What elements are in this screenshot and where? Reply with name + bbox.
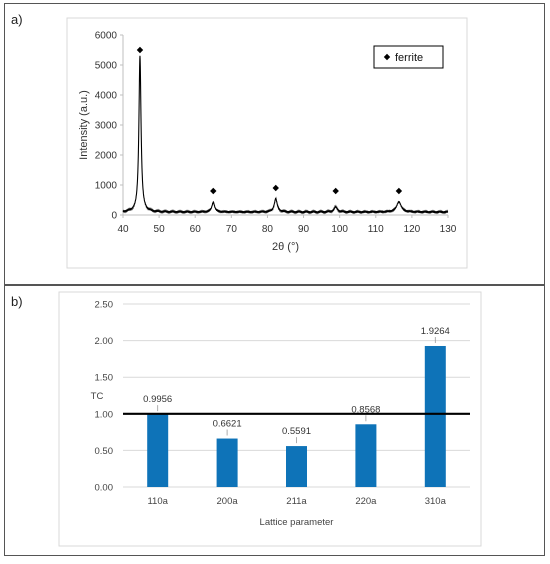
ferrite-marker bbox=[136, 46, 144, 54]
y-tick-label: 0.00 bbox=[95, 483, 114, 494]
y-tick-label: 2.50 bbox=[95, 300, 114, 311]
y-axis-title: TC bbox=[91, 391, 104, 402]
x-tick-label-110a: 110a bbox=[147, 496, 168, 507]
x-tick-label: 120 bbox=[404, 224, 421, 235]
x-tick-label: 90 bbox=[298, 224, 310, 235]
bar-310a bbox=[424, 345, 446, 487]
ferrite-marker bbox=[272, 184, 279, 192]
ferrite-marker bbox=[210, 187, 217, 195]
y-tick-label: 4000 bbox=[95, 91, 118, 102]
x-tick-label: 60 bbox=[190, 224, 202, 235]
bar-220a bbox=[355, 424, 377, 487]
data-label-200a: 0.6621 bbox=[213, 419, 242, 430]
y-tick-label: 3000 bbox=[95, 121, 118, 132]
data-label-220a: 0.8568 bbox=[351, 404, 380, 415]
x-tick-label: 80 bbox=[262, 224, 274, 235]
x-axis-title: Lattice parameter bbox=[260, 517, 334, 528]
bar-211a bbox=[286, 446, 307, 487]
x-tick-label-211a: 211a bbox=[286, 496, 307, 507]
x-tick-label-310a: 310a bbox=[425, 496, 447, 507]
y-tick-label: 5000 bbox=[95, 61, 118, 72]
y-tick-label: 1000 bbox=[95, 181, 118, 192]
data-label-310a: 1.9264 bbox=[421, 326, 450, 337]
y-axis-title: Intensity (a.u.) bbox=[78, 90, 90, 160]
bar-110a bbox=[147, 414, 169, 487]
y-tick-label: 1.00 bbox=[95, 409, 114, 420]
chart-b-frame bbox=[58, 291, 482, 547]
x-tick-label-200a: 200a bbox=[217, 496, 239, 507]
panel-a: a) 40 50 60 70 80 90 100 110 120 130 0 1000 2000 3000… bbox=[4, 3, 545, 285]
panel-b: b) 0.00 0.50 1.00 1.50 2.00 2.50 0.9956 110a 0.6… bbox=[4, 285, 545, 556]
x-tick-label: 40 bbox=[117, 224, 129, 235]
ferrite-marker bbox=[332, 187, 339, 195]
ferrite-marker bbox=[395, 187, 403, 195]
y-tick-label: 2.00 bbox=[95, 336, 114, 347]
x-tick-label: 50 bbox=[154, 224, 166, 235]
y-tick-label: 0.50 bbox=[95, 446, 114, 457]
panel-b-label: b) bbox=[11, 294, 23, 309]
intensity-curve bbox=[122, 55, 449, 215]
x-tick-label-220a: 220a bbox=[355, 496, 377, 507]
legend-label-ferrite: ferrite bbox=[395, 52, 423, 64]
x-tick-label: 100 bbox=[331, 224, 348, 235]
x-axis-title: 2θ (°) bbox=[272, 241, 299, 253]
y-tick-label: 0 bbox=[111, 211, 117, 222]
panel-a-label: a) bbox=[11, 12, 23, 27]
y-tick-label: 6000 bbox=[95, 31, 118, 42]
legend-marker bbox=[383, 53, 391, 61]
y-tick-label: 1.50 bbox=[95, 373, 114, 384]
tc-bar-chart: 0.00 0.50 1.00 1.50 2.00 2.50 0.9956 110a 0.6621… bbox=[58, 291, 482, 547]
x-tick-label: 70 bbox=[226, 224, 238, 235]
data-label-211a: 0.5591 bbox=[282, 426, 311, 437]
bar-200a bbox=[216, 438, 238, 487]
x-tick-label: 110 bbox=[368, 224, 384, 235]
y-tick-label: 2000 bbox=[95, 151, 118, 162]
chart-a-frame bbox=[66, 17, 468, 269]
xrd-chart: 40 50 60 70 80 90 100 110 120 130 0 1000 2000 3000 400… bbox=[66, 17, 468, 269]
legend-box bbox=[373, 45, 444, 69]
data-label-110a: 0.9956 bbox=[143, 394, 172, 405]
x-tick-label: 130 bbox=[440, 224, 457, 235]
